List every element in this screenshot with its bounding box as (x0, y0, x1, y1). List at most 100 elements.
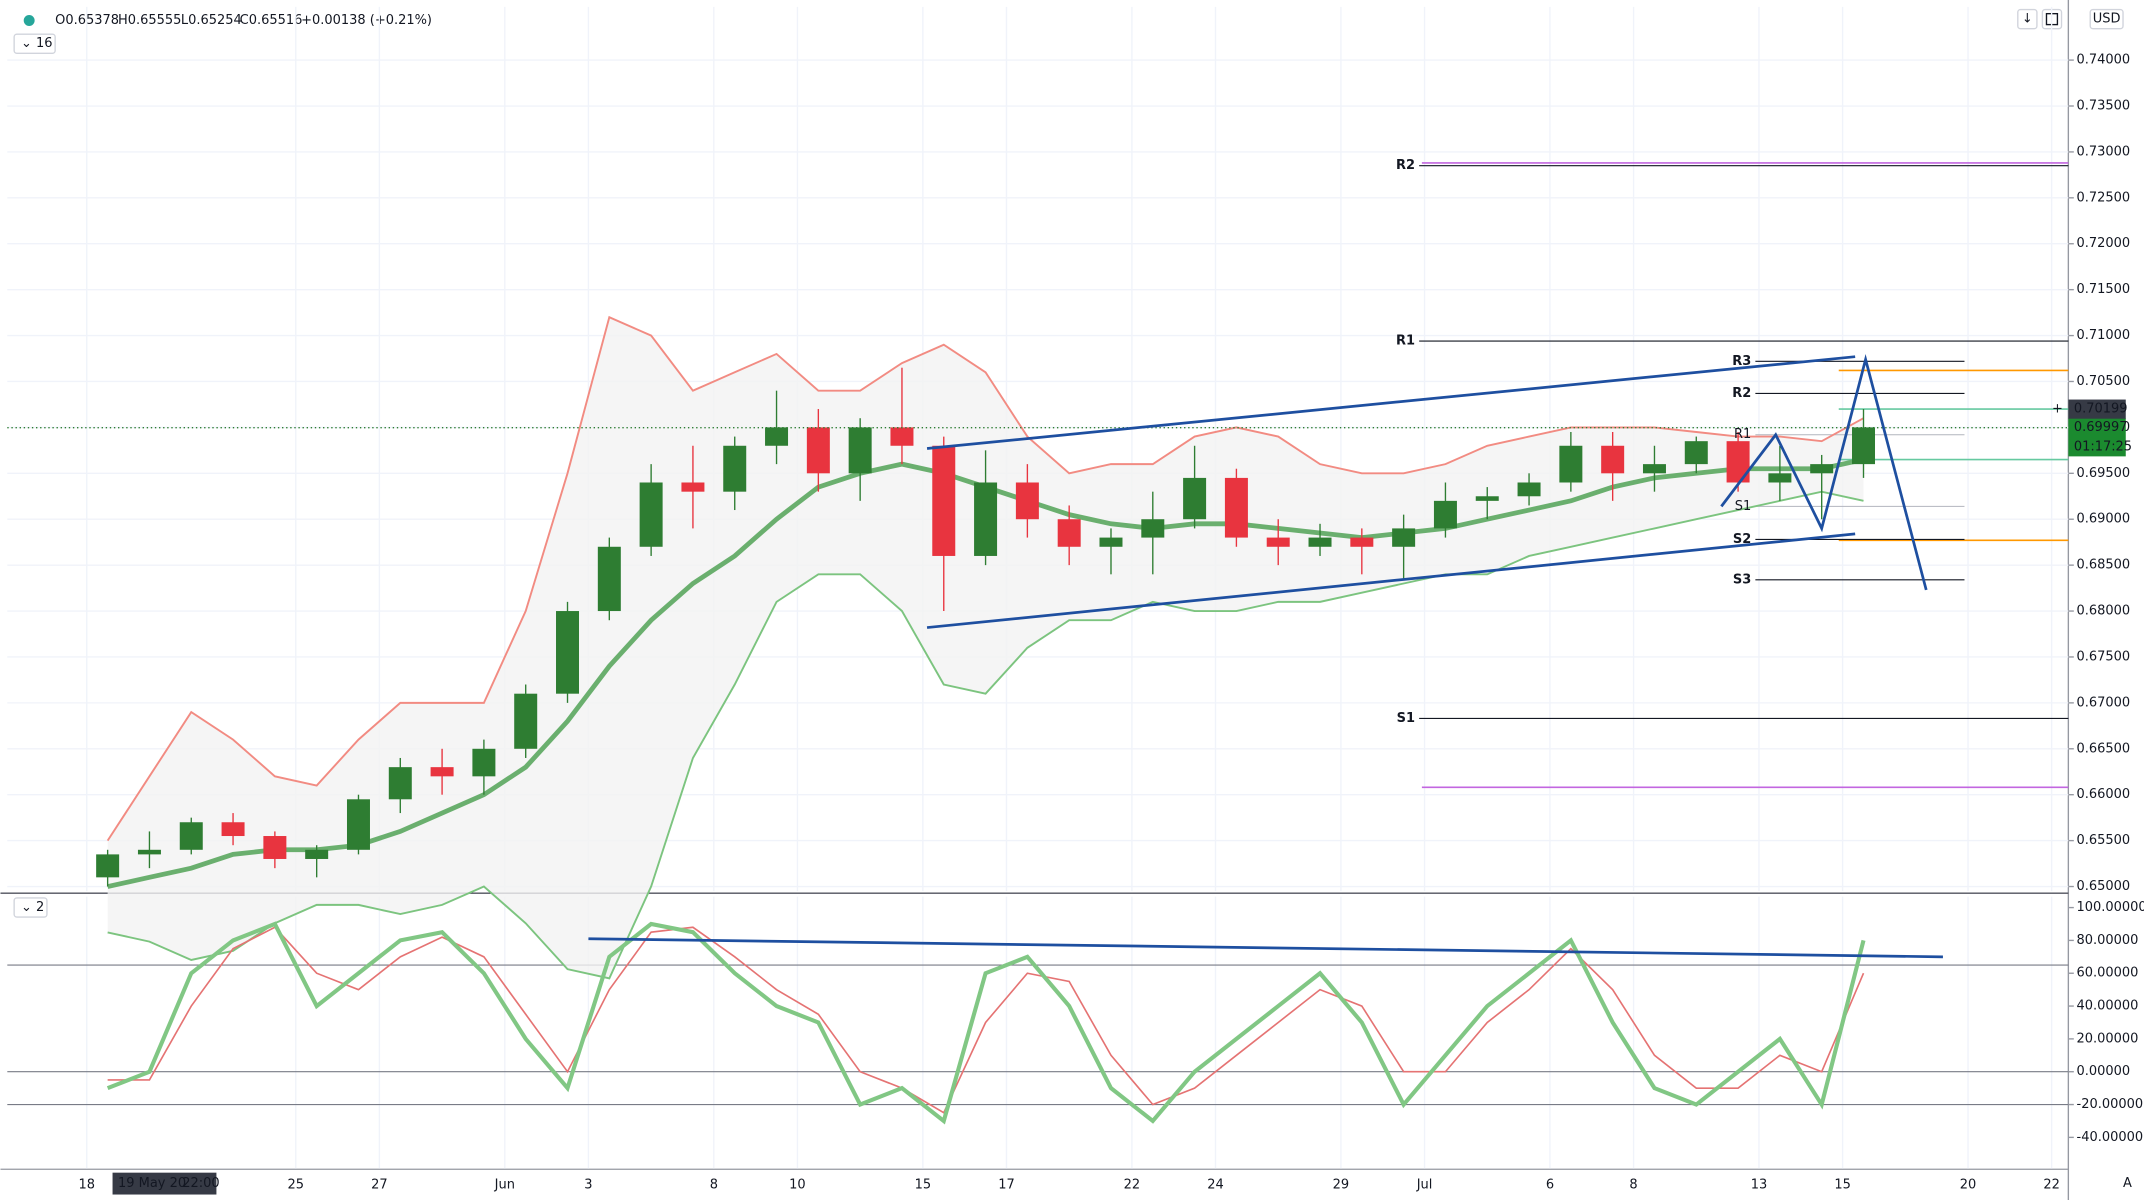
pane-toggle[interactable] (13, 897, 48, 918)
y-tick-label: 0.73500 (2077, 99, 2131, 114)
candle-body (974, 482, 998, 556)
x-tick-label: 15 (1834, 1177, 1851, 1192)
x-tick-label: Jul (1416, 1177, 1433, 1192)
candle-body (1015, 482, 1039, 520)
candle-body (1642, 464, 1666, 474)
candle-body (305, 849, 329, 859)
y-tick-label: 0.66500 (2077, 741, 2131, 756)
trend-drawing (588, 937, 1943, 959)
pivot-label: R1 (1396, 334, 1415, 349)
candle-body (430, 767, 454, 777)
pivot-label: R3 (1732, 354, 1751, 369)
currency-box[interactable] (2089, 8, 2124, 30)
candle-body (1768, 473, 1792, 483)
scroll-button[interactable] (2017, 8, 2038, 30)
candle-body (681, 482, 705, 492)
candle-body (263, 836, 287, 859)
candle-body (1099, 537, 1123, 547)
y-tick-label: 0.67000 (2077, 695, 2131, 710)
y-tick-label: 0.67500 (2077, 649, 2131, 664)
candle-body (1057, 519, 1081, 547)
pivot-label: S1 (1735, 499, 1751, 514)
chevron: ⌄ (21, 36, 32, 51)
pivot-label: S3 (1733, 572, 1751, 587)
y-tick-label: 0.71000 (2077, 328, 2131, 343)
indicator-count: 16 (36, 36, 53, 51)
arrow-icon: ↓ (2022, 12, 2033, 27)
candle-body (1141, 519, 1165, 538)
y-tick-label: 0.65500 (2077, 833, 2131, 848)
candle-body (137, 849, 161, 855)
y-tick-label: 0.00000 (2077, 1064, 2131, 1079)
currency: USD (2093, 12, 2121, 27)
y-tick-label: 0.68000 (2077, 604, 2131, 619)
candle-body (1224, 477, 1248, 538)
x-tick-label: 22 (2043, 1177, 2060, 1192)
pivot-label: S1 (1397, 711, 1415, 726)
y-tick-label: 0.72500 (2077, 190, 2131, 205)
x-tick-label: 22 (1124, 1177, 1141, 1192)
candle-body (1601, 445, 1625, 474)
ohlc-high: H0.65555 (118, 13, 181, 28)
y-tick-label: 0.73000 (2077, 144, 2131, 159)
candle-body (806, 427, 830, 474)
x-tick-label: 10 (789, 1177, 806, 1192)
candle-body (1475, 496, 1499, 501)
y-tick-label: 0.70500 (2077, 374, 2131, 389)
ohlc-close: C0.65516 (240, 13, 303, 28)
oscillator-line (107, 926, 1865, 1114)
x-tick-label: 15 (915, 1177, 932, 1192)
pivot-label: R2 (1732, 386, 1751, 401)
y-tick-label: 0.72000 (2077, 236, 2131, 251)
last-price-badge (2068, 418, 2126, 457)
candle-body (848, 427, 872, 474)
indicator-toggle[interactable] (13, 33, 56, 54)
crosshair-date: 19 May 20 (118, 1176, 186, 1191)
y-tick-label: 20.00000 (2077, 1031, 2139, 1046)
candle-body (597, 546, 621, 612)
candle-body (472, 748, 496, 777)
x-tick-label: 29 (1333, 1177, 1350, 1192)
y-tick-label: -40.00000 (2077, 1130, 2144, 1145)
candle-body (556, 611, 580, 694)
candle-body (1726, 441, 1750, 483)
x-tick-label: 13 (1751, 1177, 1768, 1192)
y-tick-label: 100.00000 (2077, 900, 2144, 915)
crosshair-plus: + (2052, 402, 2063, 417)
trend-drawing (926, 532, 1856, 629)
pane-count: 2 (36, 900, 44, 915)
y-tick-label: 0.71500 (2077, 282, 2131, 297)
ohlc-low: L0.65254 (181, 13, 242, 28)
candle-body (179, 822, 203, 850)
x-tick-label: 25 (288, 1177, 305, 1192)
candle-body (1308, 537, 1332, 547)
candle-body (1559, 445, 1583, 483)
candle-body (1433, 500, 1457, 529)
candle-body (932, 445, 956, 556)
crosshair-time: 22:00 (182, 1176, 219, 1191)
y-tick-label: 0.66000 (2077, 787, 2131, 802)
ohlc-change: +0.00138 (+0.21%) (301, 13, 432, 28)
candle-body (1852, 427, 1876, 465)
y-tick-label: 60.00000 (2077, 966, 2139, 981)
y-tick-label: 0.65000 (2077, 879, 2131, 894)
x-tick-label: 27 (371, 1177, 388, 1192)
candle-body (765, 427, 789, 446)
candle-body (514, 693, 538, 749)
pivot-label: R1 (1734, 427, 1751, 442)
x-tick-label: 6 (1546, 1177, 1554, 1192)
crosshair-time-box (112, 1172, 217, 1195)
candle-body (723, 445, 747, 492)
crosshair-badge (2068, 399, 2126, 419)
y-tick-label: 0.69500 (2077, 466, 2131, 481)
auto-scale[interactable]: A (2123, 1176, 2132, 1191)
candle-body (1392, 528, 1416, 547)
y-tick-label: -20.00000 (2077, 1097, 2144, 1112)
candle-body (639, 482, 663, 547)
candle-body (388, 767, 412, 800)
countdown: 01:17:25 (2074, 439, 2132, 454)
crosshair-label: 0.70199 (2074, 402, 2128, 417)
trend-drawing (926, 355, 1856, 450)
